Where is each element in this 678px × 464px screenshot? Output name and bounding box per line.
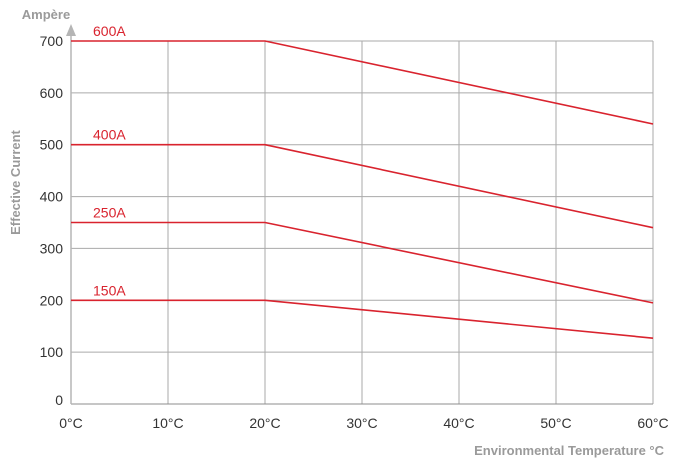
y-tick-label: 200 bbox=[40, 292, 64, 308]
series-label-150A: 150A bbox=[93, 282, 126, 298]
y-tick-label: 0 bbox=[55, 392, 63, 408]
x-tick-label: 10°C bbox=[152, 415, 183, 431]
y-tick-label: 300 bbox=[40, 240, 64, 256]
x-tick-label: 40°C bbox=[443, 415, 474, 431]
y-tick-label: 500 bbox=[40, 137, 64, 153]
y-axis-unit-label: Ampère bbox=[22, 7, 70, 22]
x-tick-label: 30°C bbox=[346, 415, 377, 431]
x-tick-label: 20°C bbox=[249, 415, 280, 431]
series-group bbox=[71, 40, 654, 339]
series-label-250A: 250A bbox=[93, 205, 126, 221]
axes: 0 100 200 300 400 500 600 700 0°C 10°C 20°C 30°C 40°… bbox=[40, 24, 669, 431]
labels: Effective Current Ampère Environmental Tem… bbox=[8, 7, 665, 458]
series-line-400A bbox=[71, 143, 654, 229]
series-label-600A: 600A bbox=[93, 23, 126, 39]
y-tick-label: 100 bbox=[40, 344, 64, 360]
series-line-150A bbox=[71, 299, 654, 339]
series-line-600A bbox=[71, 40, 654, 125]
y-tick-label: 700 bbox=[40, 33, 64, 49]
y-tick-label: 600 bbox=[40, 85, 64, 101]
y-axis-arrow-icon bbox=[66, 24, 76, 36]
series-label-400A: 400A bbox=[93, 127, 126, 143]
x-axis-title: Environmental Temperature °C bbox=[474, 443, 665, 458]
x-tick-label: 0°C bbox=[59, 415, 83, 431]
y-axis-title: Effective Current bbox=[8, 129, 23, 234]
x-tick-label: 60°C bbox=[637, 415, 668, 431]
y-tick-label: 400 bbox=[40, 189, 64, 205]
series-line-250A bbox=[71, 221, 654, 304]
x-tick-label: 50°C bbox=[540, 415, 571, 431]
